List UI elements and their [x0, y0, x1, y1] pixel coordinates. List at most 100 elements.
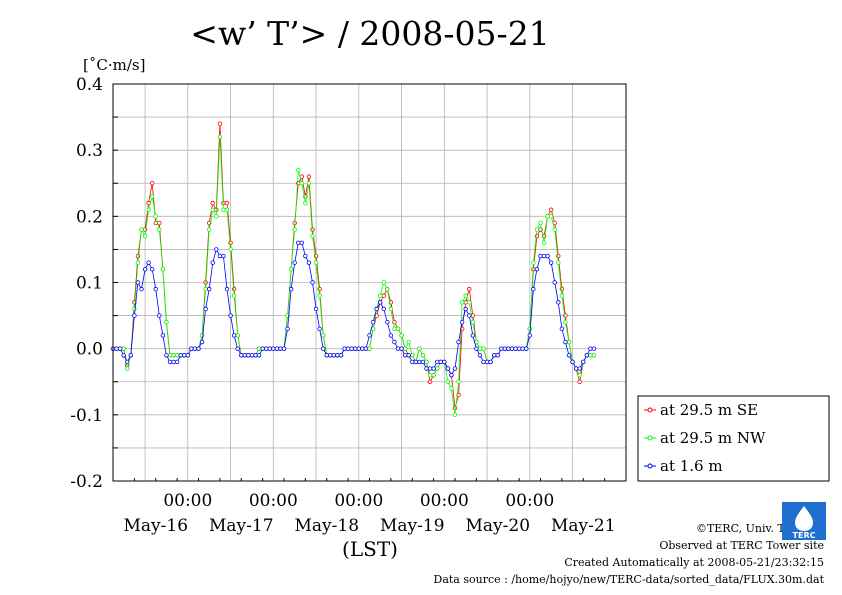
data-point	[164, 320, 169, 325]
data-point	[456, 339, 461, 345]
data-point	[488, 359, 493, 365]
data-point	[452, 366, 458, 371]
series-layer	[110, 121, 597, 418]
data-point	[139, 227, 144, 232]
data-point	[424, 366, 429, 371]
data-point	[548, 260, 554, 265]
data-point	[214, 247, 219, 252]
day-label: May-18	[294, 516, 359, 536]
x-tick-label: 00:00	[334, 491, 383, 511]
data-point	[149, 194, 155, 199]
data-point	[146, 207, 151, 212]
data-point	[406, 339, 411, 345]
data-point	[513, 346, 518, 351]
data-point	[185, 353, 191, 358]
terc-logo-icon: TERC	[782, 502, 826, 540]
series-1	[110, 121, 597, 411]
data-point	[552, 280, 557, 285]
data-point	[317, 286, 322, 292]
data-point	[388, 333, 394, 338]
day-label: May-17	[209, 516, 274, 536]
data-point	[132, 313, 137, 318]
data-point	[581, 359, 586, 365]
data-point	[477, 346, 483, 351]
data-point	[271, 346, 276, 351]
data-point	[349, 346, 354, 351]
footer-source: Data source : /home/hojyo/new/TERC-data/…	[433, 573, 825, 586]
data-point	[474, 346, 479, 351]
data-point	[481, 346, 486, 351]
data-point	[288, 286, 294, 292]
data-point	[267, 346, 272, 351]
data-point	[235, 333, 240, 338]
data-point	[160, 267, 166, 272]
data-point	[320, 346, 326, 351]
data-point	[449, 386, 454, 391]
data-point	[142, 233, 148, 239]
data-point	[452, 412, 458, 418]
data-point	[541, 240, 547, 245]
legend-label: at 29.5 m SE	[660, 401, 758, 419]
data-point	[577, 366, 582, 371]
data-point	[467, 313, 472, 318]
data-point	[424, 359, 429, 365]
legend-swatch-marker	[647, 407, 653, 413]
data-point	[566, 339, 572, 345]
data-point	[573, 366, 579, 371]
data-point	[431, 366, 436, 371]
data-point	[392, 339, 397, 345]
data-point	[431, 372, 436, 378]
data-point	[484, 359, 490, 365]
data-point	[331, 353, 337, 358]
data-point	[217, 134, 223, 140]
data-point	[395, 326, 401, 332]
data-point	[178, 353, 183, 358]
data-point	[491, 353, 497, 358]
data-point	[228, 247, 233, 252]
data-point	[135, 253, 141, 259]
footer-created: Created Automatically at 2008-05-21/23:3…	[564, 556, 824, 569]
data-point	[139, 286, 144, 292]
data-point	[459, 320, 465, 325]
data-point	[296, 240, 301, 245]
data-point	[306, 260, 312, 265]
data-point	[167, 353, 173, 358]
data-point	[253, 353, 258, 358]
legend-box	[637, 395, 830, 482]
data-point	[499, 346, 504, 351]
legend-label: at 29.5 m NW	[660, 429, 766, 447]
data-point	[434, 366, 440, 371]
data-point	[470, 333, 476, 338]
data-point	[467, 300, 472, 305]
data-point	[210, 200, 215, 206]
data-point	[559, 293, 565, 298]
data-point	[356, 346, 362, 351]
y-axis-unit: [˚C·m/s]	[83, 56, 145, 74]
data-point	[210, 207, 215, 212]
data-point	[481, 359, 486, 365]
data-point	[246, 353, 251, 358]
data-point	[231, 293, 237, 298]
x-tick-label: 00:00	[163, 491, 212, 511]
data-point	[545, 253, 550, 259]
data-point	[559, 286, 565, 292]
data-point	[345, 346, 351, 351]
data-point	[328, 353, 333, 358]
gridlines	[113, 83, 626, 482]
data-point	[434, 359, 440, 365]
data-point	[189, 346, 194, 351]
data-point	[310, 280, 315, 285]
data-point	[224, 207, 230, 212]
data-point	[588, 346, 593, 351]
data-point	[360, 346, 365, 351]
data-point	[420, 359, 426, 365]
data-point	[324, 353, 329, 358]
data-point	[217, 121, 223, 126]
data-point	[584, 353, 590, 358]
data-point	[556, 253, 561, 259]
data-point	[509, 346, 515, 351]
data-point	[303, 253, 308, 259]
data-point	[224, 200, 230, 206]
data-point	[228, 313, 233, 318]
data-point	[235, 346, 240, 351]
